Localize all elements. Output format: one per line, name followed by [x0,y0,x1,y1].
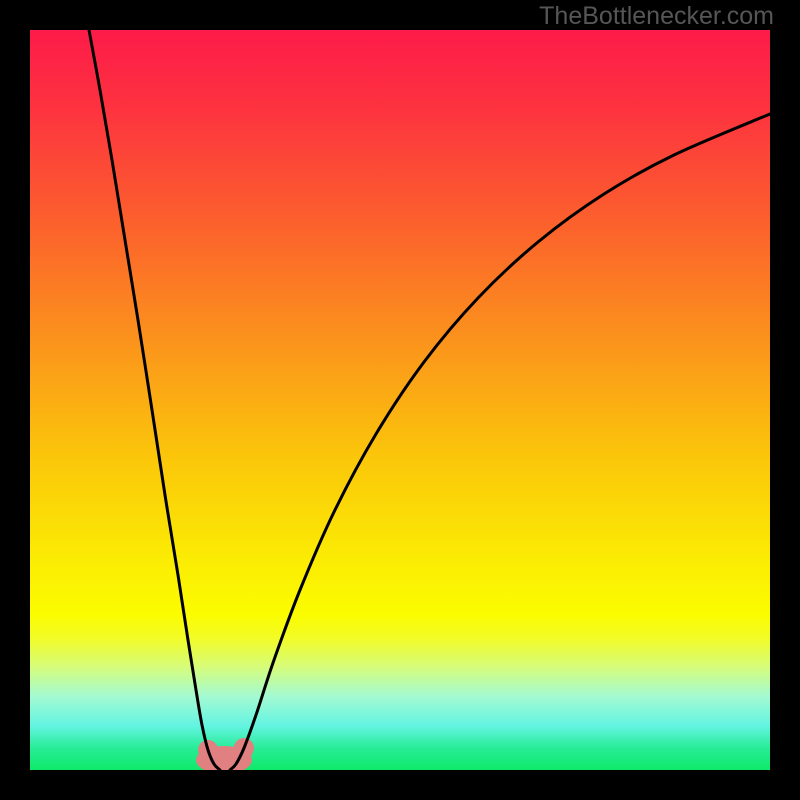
watermark-text: TheBottlenecker.com [539,2,774,31]
bottleneck-chart [30,30,770,770]
gradient-background [30,30,770,770]
